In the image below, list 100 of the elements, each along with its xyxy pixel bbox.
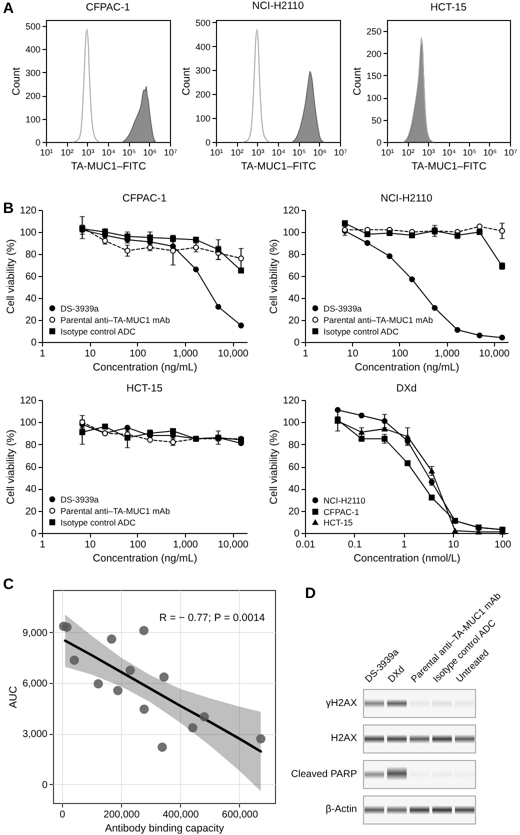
y-tick-label: 120 (20, 206, 37, 216)
category-label: H2AX (330, 733, 357, 744)
x-tick-label: 1 (302, 348, 309, 360)
y-axis-title: Count (10, 67, 22, 96)
x-tick-label: 400,000 (162, 810, 200, 820)
x-tick-label: 10⁷ (164, 148, 178, 158)
y-tick-label: 6,000 (22, 678, 48, 690)
y-tick-label: 120 (282, 396, 300, 406)
y-tick-label: 60 (25, 462, 37, 473)
y-tick-label: 50 (371, 115, 382, 126)
x-axis-title: TA-MUC1–FITC (70, 160, 146, 172)
y-tick-label: 0 (294, 338, 300, 348)
x-tick-label: 10² (230, 148, 244, 158)
x-tick-label: 10⁷ (504, 148, 518, 158)
y-tick-label: 20 (288, 316, 300, 326)
x-tick-label: 100 (494, 540, 512, 550)
y-tick-label: 60 (25, 272, 37, 282)
x-tick-label: 10² (60, 148, 74, 158)
x-tick-label: 1 (401, 540, 408, 550)
y-axis-title: AUC (7, 686, 20, 708)
y-tick-label: 80 (25, 440, 37, 451)
y-tick-label: 0 (294, 528, 300, 540)
legend-label: Parental anti–TA-MUC1 mAb (324, 314, 434, 325)
x-tick-label: 10⁴ (102, 148, 116, 158)
chart-title: DXd (396, 382, 417, 394)
x-tick-label: 1,000 (172, 348, 198, 360)
category-label: Cleaved PARP (291, 768, 357, 780)
legend-label: Parental anti–TA-MUC1 mAb (60, 314, 170, 325)
x-tick-label: 10⁴ (272, 148, 286, 158)
x-tick-label: 10⁷ (334, 148, 348, 158)
chart-title: NCI-H2110 (380, 192, 433, 204)
x-tick-label: 10 (448, 540, 460, 550)
y-tick-label: 0 (30, 338, 37, 348)
x-tick-label: 10 (84, 348, 96, 360)
x-axis-title: TA-MUC1–FITC (411, 160, 487, 172)
x-tick-label: 100 (392, 348, 409, 360)
x-tick-label: 10,000 (218, 540, 249, 550)
y-tick-label: 100 (20, 228, 37, 238)
x-tick-label: 10⁵ (122, 148, 136, 158)
y-tick-label: 80 (25, 250, 37, 260)
y-axis-title: Count (180, 67, 192, 96)
x-axis-title: Concentration (ng/mL) (354, 362, 460, 374)
x-tick-label: 10⁵ (292, 148, 306, 158)
y-tick-label: 400 (25, 44, 40, 55)
x-tick-label: 1,000 (434, 348, 460, 360)
legend-label: Parental anti–TA-MUC1 mAb (60, 506, 170, 516)
category-label: β-Actin (326, 804, 357, 815)
x-tick-label: 10² (401, 148, 415, 158)
y-axis-title: Cell viability (%) (268, 239, 280, 314)
x-tick-label: 10 (347, 348, 359, 360)
legend-label: DS-3939a (60, 303, 100, 314)
legend-label: CFPAC-1 (324, 506, 360, 517)
y-tick-label: 20 (25, 316, 37, 326)
annotation: R = − 0.77; P = 0.0014 (159, 612, 266, 624)
x-tick-label: 100 (129, 348, 147, 360)
x-tick-label: 10,000 (478, 348, 510, 360)
y-tick-label: 0 (42, 780, 48, 791)
y-axis-title: Cell viability (%) (4, 430, 17, 504)
x-tick-label: 10¹ (210, 148, 224, 158)
x-tick-label: 1 (40, 348, 46, 360)
text: A (3, 0, 14, 17)
chart-title: CFPAC-1 (122, 192, 167, 204)
x-axis-title: TA-MUC1–FITC (240, 160, 316, 172)
y-tick-label: 100 (25, 114, 40, 124)
y-tick-label: 100 (282, 418, 300, 429)
text: B (3, 200, 14, 217)
y-tick-label: 150 (366, 70, 382, 81)
legend-label: HCT-15 (324, 517, 354, 528)
y-tick-label: 0 (35, 138, 40, 148)
y-tick-label: 0 (205, 138, 210, 148)
y-axis-title: Cell viability (%) (268, 430, 280, 504)
y-tick-label: 80 (288, 250, 300, 260)
y-tick-label: 0 (376, 138, 382, 148)
chart-title: CFPAC-1 (86, 2, 130, 14)
x-tick-label: 10,000 (218, 348, 249, 360)
x-tick-label: 10⁴ (442, 148, 456, 158)
y-tick-label: 300 (25, 68, 40, 78)
y-tick-label: 40 (288, 294, 300, 304)
y-tick-label: 40 (25, 294, 37, 304)
x-axis-title: Antibody binding capacity (104, 822, 225, 834)
y-tick-label: 200 (195, 90, 210, 100)
legend-label: DS-3939a (60, 494, 100, 504)
x-tick-label: 10¹ (380, 148, 394, 158)
y-tick-label: 100 (366, 93, 382, 104)
x-tick-label: 10¹ (40, 148, 54, 158)
y-axis-title: Cell viability (%) (4, 239, 17, 314)
y-tick-label: 200 (366, 48, 382, 59)
y-tick-label: 200 (25, 91, 40, 102)
y-tick-label: 100 (195, 114, 210, 124)
x-tick-label: 0.01 (296, 540, 316, 550)
x-axis-title: Concentration (nmol/L) (354, 552, 460, 564)
x-tick-label: 200,000 (104, 810, 140, 820)
y-tick-label: 40 (25, 484, 37, 496)
legend-label: DS-3939a (324, 303, 362, 314)
y-axis-title: Count (351, 67, 364, 96)
legend-label: Isotype control ADC (324, 326, 399, 336)
y-tick-label: 60 (288, 462, 300, 473)
x-tick-label: 10³ (251, 148, 264, 158)
y-tick-label: 120 (282, 206, 300, 216)
category-label: γH2AX (326, 698, 357, 708)
